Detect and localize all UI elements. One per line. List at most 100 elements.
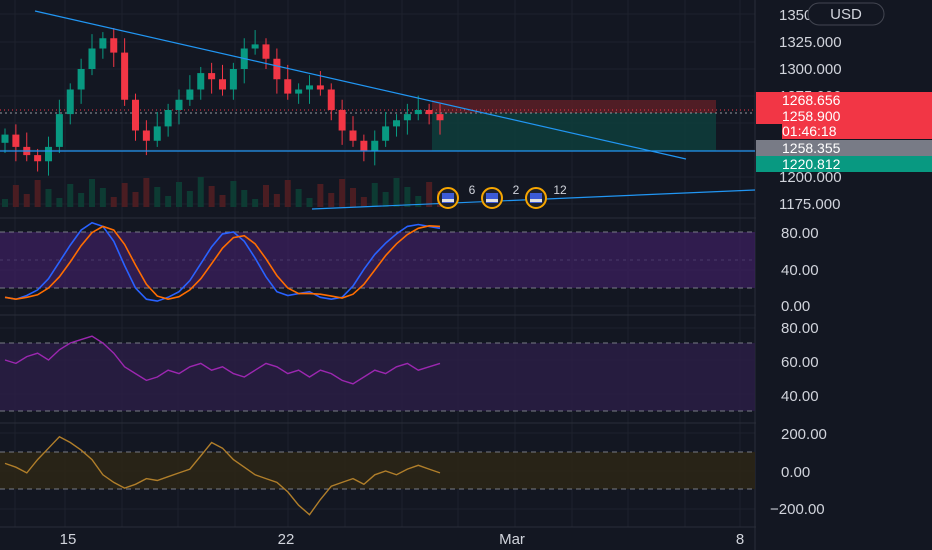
candle-body [197, 73, 205, 90]
candle-body [393, 120, 400, 127]
flag-canton [442, 193, 454, 203]
candle-body [45, 146, 52, 162]
candle-body [219, 79, 226, 90]
rsi-tick-label: 80.00 [781, 320, 819, 337]
price-tag-label: 1220.812 [782, 156, 841, 172]
flag-canton [486, 193, 498, 203]
volume-bar [219, 195, 226, 207]
indicator-lines [4, 221, 441, 516]
candle-body [338, 110, 346, 131]
volume-bar [426, 182, 433, 207]
candle-body [88, 48, 96, 69]
candle-body [262, 44, 270, 59]
volume-bar [99, 188, 106, 207]
volume-bar [263, 185, 269, 207]
price-tag [756, 108, 932, 124]
event-badge-count: 2 [513, 183, 520, 197]
volume-bar [67, 184, 74, 207]
volume-bar [186, 191, 193, 207]
cci-band [0, 452, 755, 489]
candle-body [1, 134, 9, 143]
price-axis-background [756, 0, 932, 550]
time-tick-label: Mar [499, 531, 525, 548]
candle-body [436, 114, 444, 121]
candle-body [110, 38, 118, 53]
volume-bar [208, 186, 215, 207]
cci-tick-label: 0.00 [781, 464, 810, 481]
candle-body [153, 126, 161, 141]
candle-body [425, 110, 433, 115]
volume-bar [230, 181, 237, 207]
price-tag-label: 01:46:18 [782, 123, 837, 139]
volume-bar [295, 189, 302, 207]
volume-bar [56, 198, 63, 207]
volume-bar [110, 197, 117, 207]
candle-body [164, 110, 172, 127]
price-tick-label: 1200.000 [779, 169, 842, 186]
candle-body [414, 110, 422, 115]
time-tick-label: 15 [60, 531, 77, 548]
candle-body [306, 85, 313, 90]
cci-tick-label: −200.00 [770, 501, 825, 518]
flag-stripe [486, 199, 498, 202]
volume-bar [143, 178, 150, 207]
time-tick-label: 22 [278, 531, 295, 548]
candlestick-series[interactable] [1, 28, 444, 176]
candle-body [132, 99, 139, 131]
candle-body [55, 114, 63, 147]
event-badges[interactable]: 6 2 12 [437, 183, 567, 209]
candle-body [295, 89, 303, 94]
time-axis[interactable]: 15 22 Mar 8 [60, 531, 745, 548]
volume-bar [165, 196, 172, 207]
candle-body [12, 134, 20, 147]
stochastic-tick-label: 40.00 [781, 262, 819, 279]
position-zones [0, 100, 755, 151]
candle-body [284, 79, 292, 94]
volume-bars [2, 177, 443, 207]
flag-canton [530, 193, 542, 203]
volume-bar [121, 183, 128, 207]
candle-body [403, 114, 411, 121]
currency-button-frame [807, 2, 885, 26]
candle-body [360, 140, 368, 151]
volume-bar [241, 190, 248, 207]
candle-body [251, 44, 259, 49]
currency-button[interactable]: USD [807, 2, 885, 26]
event-badge[interactable]: 6 [437, 183, 476, 209]
volume-bar [350, 188, 356, 207]
price-tag [756, 92, 932, 108]
volume-bar [252, 199, 259, 207]
price-tag [782, 123, 932, 139]
stoch-d-line [4, 224, 441, 301]
volume-bar [317, 184, 324, 207]
candle-body [175, 99, 183, 110]
volume-bar [132, 192, 139, 207]
cci-line [4, 435, 441, 516]
stochastic-tick-label: 80.00 [781, 225, 819, 242]
volume-bar [382, 192, 389, 207]
volume-bar [339, 179, 346, 207]
volume-bar [393, 178, 400, 207]
volume-bar [78, 193, 85, 207]
volume-bar [154, 187, 161, 207]
rsi-line [4, 335, 441, 385]
event-badge[interactable]: 2 [481, 183, 520, 209]
take-profit-zone [432, 113, 716, 151]
price-tick-label: 1325.000 [779, 34, 842, 51]
volume-bar [415, 196, 422, 207]
volume-bar [45, 189, 52, 207]
volume-bar [273, 194, 280, 207]
event-badge[interactable]: 12 [525, 183, 567, 209]
time-tick-label: 8 [736, 531, 744, 548]
price-tag-label: 1268.656 [782, 92, 841, 108]
stochastic-tick-label: 0.00 [781, 298, 810, 315]
volume-bar [284, 180, 291, 207]
volume-bar [360, 197, 367, 207]
candle-body [327, 89, 335, 110]
candle-body [316, 85, 324, 90]
price-tag-label: 1258.900 [782, 108, 841, 124]
volume-bar [34, 180, 41, 207]
volume-bar [328, 193, 335, 207]
price-axis[interactable]: 1350.0001325.0001300.0001275.0001200.000… [756, 0, 932, 550]
